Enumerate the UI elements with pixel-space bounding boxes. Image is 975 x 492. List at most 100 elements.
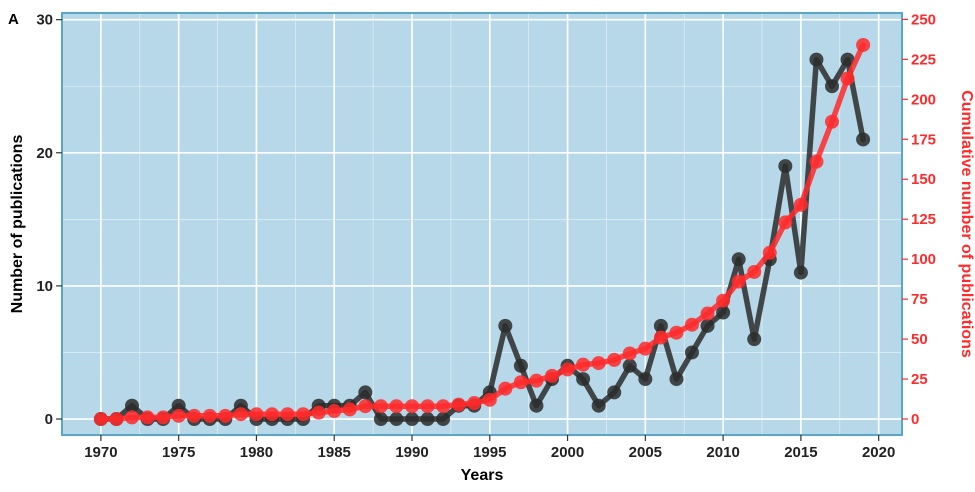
cumulative-series-point: [249, 407, 264, 422]
count-series-point: [669, 372, 684, 387]
x-tick-label: 1980: [240, 444, 273, 461]
cumulative-series-point: [576, 357, 591, 372]
y-tick-label-right: 250: [911, 11, 936, 28]
y-tick-label-left: 0: [45, 411, 53, 428]
x-tick-label: 2020: [862, 444, 895, 461]
count-series-point: [716, 305, 731, 320]
cumulative-series-point: [93, 412, 108, 427]
cumulative-series-point: [825, 114, 839, 129]
cumulative-series-point: [856, 37, 871, 52]
plot-frame: [61, 12, 903, 436]
x-tick-label: 2000: [551, 444, 584, 461]
y-tick-label-right: 125: [911, 211, 936, 228]
cumulative-series-point: [513, 375, 528, 390]
cumulative-series-point: [840, 71, 855, 86]
count-series-point: [778, 159, 793, 174]
cumulative-series-point: [187, 408, 202, 423]
y-tick-label-right: 25: [911, 371, 928, 388]
cumulative-series-point: [778, 215, 793, 230]
count-series-point: [420, 412, 435, 427]
cumulative-series-point: [622, 346, 637, 361]
cumulative-series-point: [327, 404, 342, 419]
y-tick-label-right: 225: [911, 51, 936, 68]
x-tick-label: 2010: [706, 444, 739, 461]
y-tick-label-left: 10: [36, 278, 53, 295]
cumulative-series-point: [482, 392, 497, 407]
count-series-point: [700, 318, 715, 333]
cumulative-series-point: [265, 407, 279, 422]
count-series-point: [498, 318, 513, 333]
count-series-point: [373, 412, 388, 427]
count-series-point: [436, 412, 451, 427]
x-axis-title: Years: [461, 467, 504, 484]
cumulative-series-point: [156, 410, 171, 425]
count-series-point: [576, 372, 591, 387]
y-tick-label-right: 100: [911, 251, 936, 268]
count-series-point: [747, 332, 762, 347]
cumulative-series-point: [793, 197, 808, 212]
count-series-point: [529, 398, 544, 413]
y-tick-label-right: 75: [911, 291, 928, 308]
cumulative-series-point: [529, 373, 544, 388]
cumulative-series-point: [498, 381, 513, 396]
red-series-layer: [93, 37, 871, 427]
cumulative-series-point: [809, 154, 824, 169]
y-tick-label-left: 20: [36, 145, 53, 162]
count-series-point: [591, 398, 606, 413]
cumulative-series-point: [389, 399, 404, 414]
count-series-point: [856, 132, 871, 147]
cumulative-series-point: [233, 407, 248, 422]
cumulative-series-point: [171, 408, 186, 423]
count-series-point: [125, 398, 139, 413]
count-series-point: [513, 358, 528, 373]
cumulative-series-point: [202, 408, 217, 423]
cumulative-series-point: [405, 399, 419, 414]
cumulative-series-point: [762, 245, 777, 260]
cumulative-series-point: [685, 317, 699, 332]
cumulative-series-point: [342, 402, 357, 417]
cumulative-series-point: [109, 412, 124, 427]
y-tick-label-right: 150: [911, 171, 936, 188]
cumulative-series-point: [436, 399, 451, 414]
y-tick-label-right: 175: [911, 131, 936, 148]
cumulative-series-point: [545, 368, 559, 383]
cumulative-series-point: [716, 293, 731, 308]
count-series-point: [358, 385, 373, 400]
x-tick-label: 1985: [318, 444, 351, 461]
x-tick-label: 1970: [84, 444, 117, 461]
count-series-point: [607, 385, 622, 400]
count-series-point: [653, 318, 668, 333]
gridlines: [62, 13, 902, 435]
count-series-point: [825, 79, 839, 94]
x-axis: 1970 1975 1980 1985 1990 1995 2000 2005 2010 2015…: [84, 435, 895, 461]
cumulative-series-point: [358, 399, 373, 414]
cumulative-series-point: [296, 407, 311, 422]
x-tick-label: 1975: [162, 444, 195, 461]
x-tick-label: 1990: [395, 444, 428, 461]
count-series-point: [405, 412, 419, 427]
cumulative-series-point: [638, 341, 653, 356]
count-series-point: [840, 52, 855, 67]
count-series-point: [638, 372, 653, 387]
cumulative-series-point: [140, 410, 155, 425]
count-series-point: [171, 398, 186, 413]
cumulative-series-point: [700, 306, 715, 321]
y-tick-label-right: 0: [911, 411, 919, 428]
y-tick-label-left: 30: [36, 12, 53, 29]
cumulative-series-point: [560, 362, 575, 377]
panel-label: A: [8, 11, 19, 28]
y-tick-label-right: 50: [911, 331, 928, 348]
cumulative-series-point: [607, 352, 622, 367]
cumulative-series-point: [731, 274, 746, 289]
x-tick-label: 1995: [473, 444, 506, 461]
cumulative-series-point: [311, 405, 326, 420]
count-series-point: [685, 345, 699, 360]
cumulative-series-point: [125, 410, 139, 425]
count-series-point: [793, 265, 808, 280]
y-axis-right: 0 25 50 75 100 125 150 175 200 225 250: [902, 11, 936, 428]
cumulative-series-point: [420, 399, 435, 414]
cumulative-series-point: [280, 407, 295, 422]
count-series-point: [389, 412, 404, 427]
cumulative-series-point: [451, 397, 466, 412]
